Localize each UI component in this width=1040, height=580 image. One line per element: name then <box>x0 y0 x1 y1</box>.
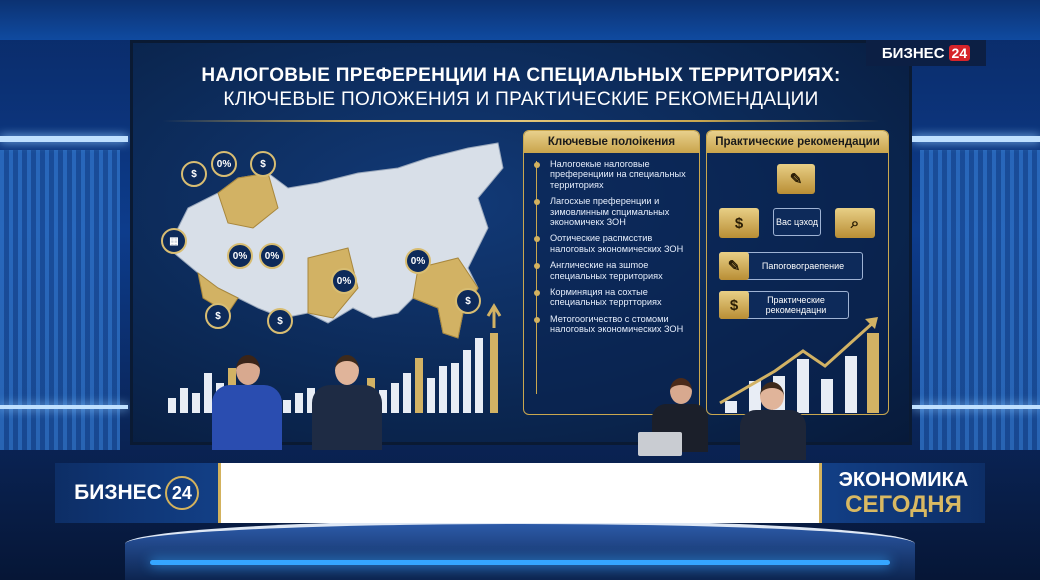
key-point-item: Корминяция на сохтые специальных терртто… <box>532 287 693 308</box>
zero-percent-pin: 0% <box>259 243 285 269</box>
studio-wall-left <box>0 150 120 450</box>
key-point-item: Метогоогичество с стомоми налоговых экон… <box>532 314 693 335</box>
coin-hand-icon: $ <box>719 291 749 319</box>
lower-third-headline <box>218 463 822 523</box>
recommendations-panel: Практические рекомендации ✎ $ Вас цэход … <box>706 130 889 415</box>
flow-step-3-label: Практические рекомендацни <box>765 295 827 315</box>
money-bag-pin-icon: $ <box>181 161 207 187</box>
lower-logo-number: 24 <box>164 476 199 510</box>
screen-title-line2: КЛЮЧЕВЫЕ ПОЛОЖЕНИЯ И ПРАКТИЧЕСКИЕ РЕКОМЕ… <box>223 89 819 110</box>
money-bag-pin-icon: $ <box>250 151 276 177</box>
flow-step-1: Вас цэход <box>773 208 821 236</box>
money-bag-icon: $ <box>719 208 759 238</box>
document-icon: ✎ <box>777 164 815 194</box>
money-bag-pin-icon: $ <box>205 303 231 329</box>
studio-wall-right <box>920 150 1040 450</box>
presenter-man <box>312 355 382 450</box>
laptop <box>638 432 682 456</box>
screen-title-line1: НАЛОГОВЫЕ ПРЕФЕРЕНЦИИ НА СПЕЦИАЛЬНЫХ ТЕР… <box>201 65 841 86</box>
studio-desk <box>125 520 915 580</box>
show-title: ЭКОНОМИКА СЕГОДНЯ <box>822 463 985 523</box>
key-point-item: Налогоекые налоговые преференциии на спе… <box>532 159 693 190</box>
contract-icon: ✎ <box>719 252 749 280</box>
title-divider <box>163 120 879 122</box>
money-pin-icon: $ <box>455 288 481 314</box>
presenter-woman-left <box>212 355 282 450</box>
channel-name: БИЗНЕС <box>881 44 945 62</box>
lower-third-logo: БИЗНЕС 24 <box>55 463 218 523</box>
zero-percent-pin: 0% <box>405 248 431 274</box>
lower-logo-name: БИЗНЕС <box>74 481 162 504</box>
recommendations-header: Практические рекомендации <box>707 131 888 153</box>
timeline-line <box>536 161 537 394</box>
video-wall: НАЛОГОВЫЕ ПРЕФЕРЕНЦИИ НА СПЕЦИАЛЬНЫХ ТЕР… <box>130 40 912 445</box>
desk-light <box>150 560 890 565</box>
key-point-item: Англические на зшmое специальных террито… <box>532 260 693 281</box>
channel-number: 24 <box>948 45 971 61</box>
guest-man <box>740 382 806 460</box>
key-point-item: Лагосхые преференции и зимовлинным спцим… <box>532 196 693 227</box>
show-title-line2: СЕГОДНЯ <box>845 491 962 518</box>
key-points-header: Ключевые полоікения <box>524 131 699 153</box>
light-strip-right <box>912 136 1040 142</box>
light-strip-low-right <box>912 405 1040 409</box>
zero-percent-pin: 0% <box>331 268 357 294</box>
light-strip-low-left <box>0 405 128 409</box>
key-points-panel: Ключевые полоікения Налогоекые налоговые… <box>523 130 700 415</box>
magnifier-icon: ⌕ <box>835 208 875 238</box>
key-point-item: Оотические распмсстив налоговых экономич… <box>532 233 693 254</box>
zero-percent-pin: 0% <box>227 243 253 269</box>
map-highlight-regions <box>197 172 479 339</box>
coins-pin-icon: $ <box>267 308 293 334</box>
show-title-line1: ЭКОНОМИКА <box>838 469 969 491</box>
channel-logo-top: БИЗНЕС 24 <box>866 40 986 66</box>
zero-percent-pin: 0% <box>211 151 237 177</box>
studio-ceiling <box>0 0 1040 40</box>
flow-step-2-label: Папоговограепение <box>761 261 845 271</box>
light-strip-left <box>0 136 128 142</box>
factory-pin-icon: ▦ <box>161 228 187 254</box>
